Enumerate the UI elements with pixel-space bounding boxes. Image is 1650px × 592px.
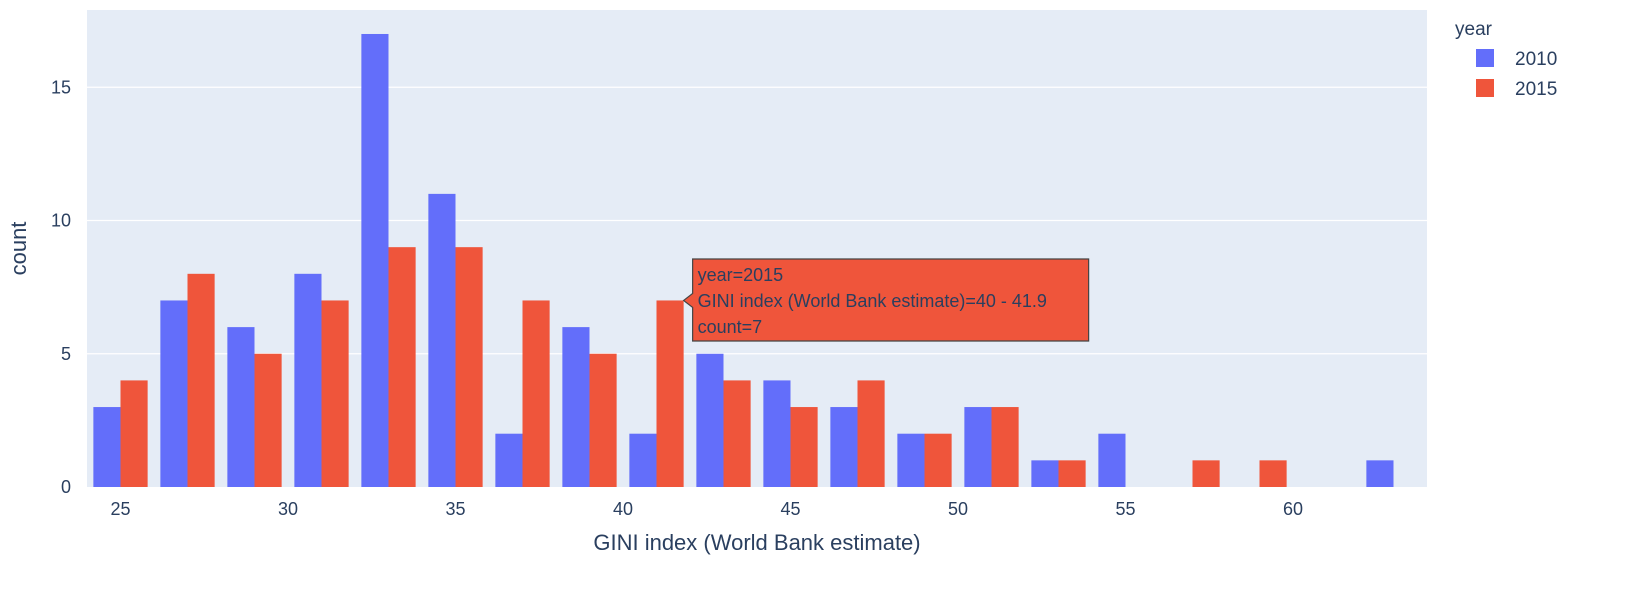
x-tick-label: 25 bbox=[110, 499, 130, 519]
bar-2015-bin-6[interactable] bbox=[522, 300, 550, 487]
tooltip-box bbox=[682, 258, 1090, 342]
hover-tooltip: year=2015 GINI index (World Bank estimate… bbox=[682, 258, 1090, 342]
bar-2010-bin-8[interactable] bbox=[629, 433, 657, 487]
bar-2010-bin-10[interactable] bbox=[763, 380, 791, 487]
y-tick-label: 10 bbox=[51, 211, 71, 231]
x-tick-label: 45 bbox=[780, 499, 800, 519]
bar-2015-bin-13[interactable] bbox=[991, 407, 1019, 487]
x-axis-ticks: 25 30 35 40 45 50 55 60 bbox=[110, 499, 1303, 519]
tooltip-line: count=7 bbox=[698, 317, 763, 337]
x-tick-label: 50 bbox=[948, 499, 968, 519]
bar-2015-bin-1[interactable] bbox=[187, 273, 215, 487]
bar-2010-bin-6[interactable] bbox=[495, 433, 523, 487]
y-axis-title: count bbox=[6, 222, 31, 276]
bar-2015-bin-14[interactable] bbox=[1058, 460, 1086, 487]
bars bbox=[93, 33, 1394, 487]
plot-background bbox=[87, 10, 1427, 487]
bar-2010-bin-3[interactable] bbox=[294, 273, 322, 487]
x-tick-label: 55 bbox=[1115, 499, 1135, 519]
bar-2015-bin-2[interactable] bbox=[254, 353, 282, 487]
bar-2015-bin-11[interactable] bbox=[857, 380, 885, 487]
y-tick-label: 0 bbox=[61, 477, 71, 497]
bar-2010-bin-15[interactable] bbox=[1098, 433, 1126, 487]
bar-2010-bin-14[interactable] bbox=[1031, 460, 1059, 487]
bar-2010-bin-19[interactable] bbox=[1366, 460, 1394, 487]
x-tick-label: 30 bbox=[278, 499, 298, 519]
legend-label-2015: 2015 bbox=[1515, 79, 1557, 100]
bar-2015-bin-8[interactable] bbox=[656, 300, 684, 487]
x-tick-label: 35 bbox=[445, 499, 465, 519]
legend: year 2010 2015 bbox=[1455, 19, 1557, 100]
x-axis-title: GINI index (World Bank estimate) bbox=[593, 530, 920, 555]
tooltip-line: year=2015 bbox=[698, 265, 784, 285]
bar-2015-bin-16[interactable] bbox=[1192, 460, 1220, 487]
legend-swatch-2015 bbox=[1476, 79, 1494, 97]
tooltip-line: GINI index (World Bank estimate)=40 - 41… bbox=[698, 291, 1047, 311]
x-tick-label: 60 bbox=[1283, 499, 1303, 519]
bar-2015-bin-12[interactable] bbox=[924, 433, 952, 487]
bar-2010-bin-7[interactable] bbox=[562, 327, 590, 487]
bar-2010-bin-13[interactable] bbox=[964, 407, 992, 487]
y-tick-label: 15 bbox=[51, 77, 71, 97]
bar-2015-bin-0[interactable] bbox=[120, 380, 148, 487]
bar-2015-bin-17[interactable] bbox=[1259, 460, 1287, 487]
bar-2010-bin-12[interactable] bbox=[897, 433, 925, 487]
legend-swatch-2010 bbox=[1476, 49, 1494, 67]
y-tick-label: 5 bbox=[61, 344, 71, 364]
y-axis-ticks: 0 5 10 15 bbox=[51, 77, 71, 497]
x-tick-label: 40 bbox=[613, 499, 633, 519]
bar-2010-bin-0[interactable] bbox=[93, 407, 121, 487]
bar-2015-bin-4[interactable] bbox=[388, 247, 416, 487]
bar-2010-bin-1[interactable] bbox=[160, 300, 188, 487]
legend-label-2010: 2010 bbox=[1515, 49, 1557, 70]
legend-title: year bbox=[1455, 19, 1493, 40]
bar-2015-bin-7[interactable] bbox=[589, 353, 617, 487]
bar-2010-bin-5[interactable] bbox=[428, 193, 456, 487]
bar-2015-bin-3[interactable] bbox=[321, 300, 349, 487]
bar-2010-bin-9[interactable] bbox=[696, 353, 724, 487]
bar-2015-bin-5[interactable] bbox=[455, 247, 483, 487]
bar-2010-bin-4[interactable] bbox=[361, 33, 389, 487]
bar-2010-bin-2[interactable] bbox=[227, 327, 255, 487]
bar-2015-bin-10[interactable] bbox=[790, 407, 818, 487]
bar-2010-bin-11[interactable] bbox=[830, 407, 858, 487]
bar-2015-bin-9[interactable] bbox=[723, 380, 751, 487]
